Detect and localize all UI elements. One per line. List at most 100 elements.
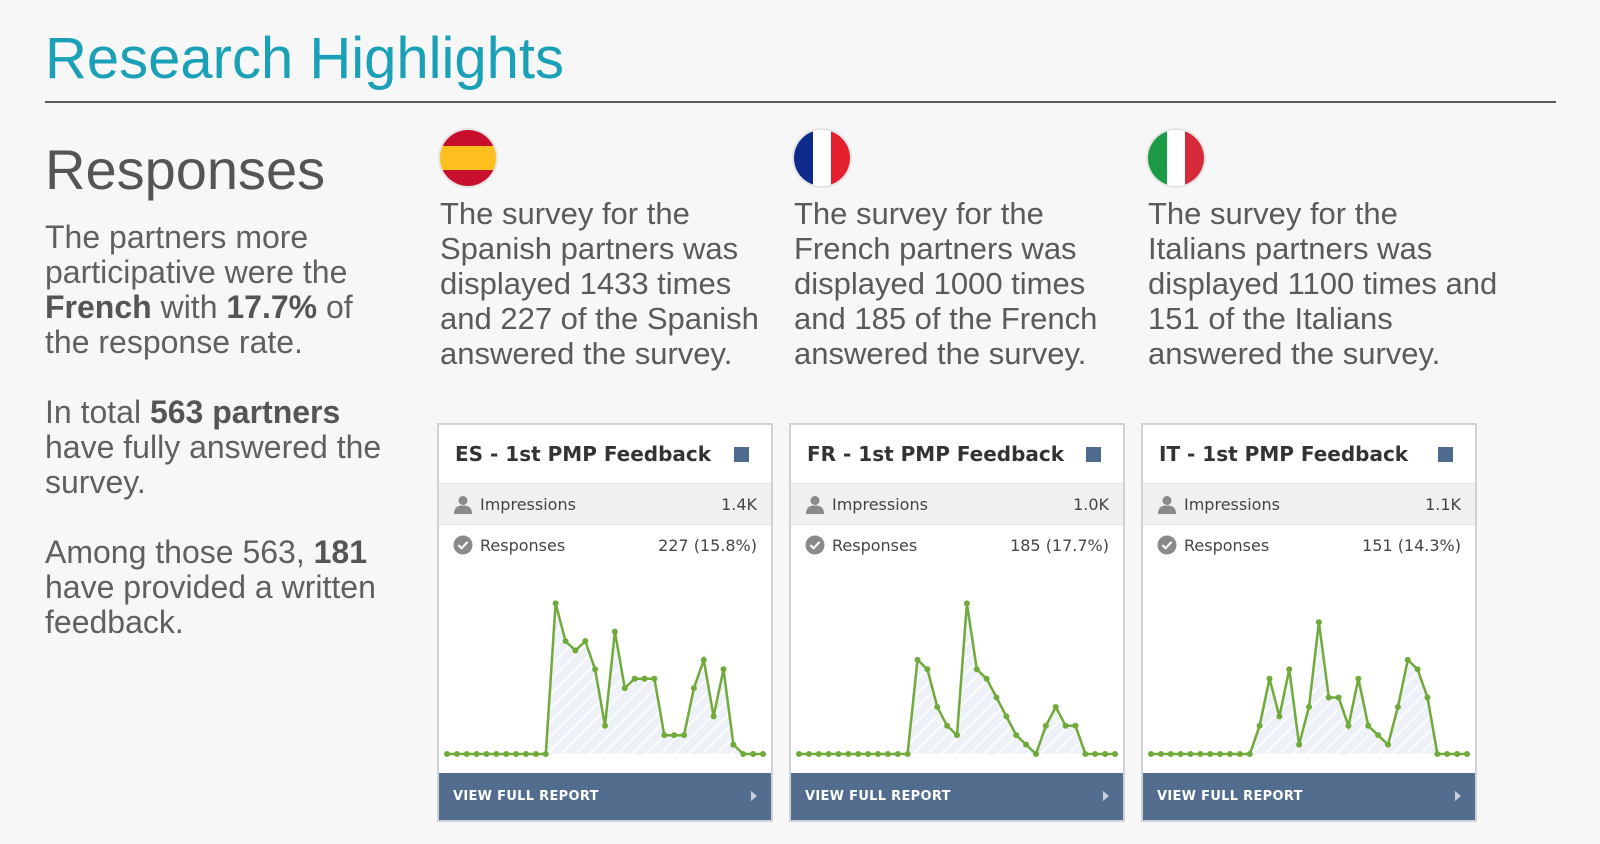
data-point [1464, 751, 1470, 757]
data-point [1227, 751, 1233, 757]
data-point [944, 722, 951, 729]
data-point [993, 694, 1000, 701]
feedback-card-es: ES - 1st PMP Feedback Impressions 1.4K R… [437, 423, 773, 822]
chevron-right-icon [1455, 791, 1461, 801]
data-point [835, 751, 842, 757]
data-point [796, 751, 802, 757]
impressions-value: 1.1K [1425, 495, 1461, 514]
data-point [1013, 732, 1020, 739]
data-point [934, 703, 941, 710]
data-point [592, 666, 599, 673]
data-point [671, 732, 678, 739]
data-point [1315, 619, 1322, 626]
user-icon [1158, 496, 1176, 514]
text-segment: Among those 563, [45, 534, 314, 570]
text-segment-bold: 17.7% [226, 289, 318, 325]
data-point [1385, 741, 1391, 748]
data-point [1266, 675, 1273, 682]
survey-description: The survey for the Spanish partners was … [440, 196, 759, 371]
france-flag-icon [794, 130, 850, 186]
data-point [1177, 751, 1184, 757]
data-point [1236, 751, 1243, 757]
data-point [651, 675, 658, 682]
data-point [1246, 751, 1253, 757]
data-point [453, 751, 460, 757]
data-point [875, 751, 881, 757]
responses-chart [1143, 564, 1475, 771]
feedback-card-fr: FR - 1st PMP Feedback Impressions 1.0K R… [789, 423, 1125, 822]
text-segment: have fully answered the survey. [45, 429, 382, 500]
responses-row: Responses 151 (14.3%) [1143, 524, 1475, 565]
data-point [845, 751, 852, 757]
impressions-value: 1.0K [1073, 495, 1109, 514]
view-full-report-label: VIEW FULL REPORT [805, 789, 951, 804]
page-title: Research Highlights [45, 26, 565, 91]
survey-column-es: The survey for the Spanish partners was … [440, 130, 790, 371]
data-point [805, 751, 812, 757]
user-icon [454, 496, 472, 514]
data-point [503, 751, 510, 757]
impressions-label: Impressions [1184, 495, 1280, 514]
italy-flag-icon [1148, 130, 1204, 186]
view-full-report-button[interactable]: VIEW FULL REPORT [791, 773, 1123, 820]
check-circle-icon [1157, 535, 1177, 555]
data-point [1414, 666, 1421, 673]
text-segment: of the response rate. [45, 289, 353, 360]
text-segment: The partners more participative were the [45, 219, 348, 290]
check-circle-icon [453, 535, 473, 555]
responses-label: Responses [832, 536, 918, 555]
text-segment-bold: 181 [313, 534, 368, 570]
card-title: IT - 1st PMP Feedback [1159, 442, 1409, 466]
data-point [641, 675, 648, 682]
data-point [1003, 713, 1010, 720]
responses-chart [791, 564, 1123, 771]
data-point [1286, 666, 1293, 673]
data-point [582, 638, 589, 645]
view-full-report-label: VIEW FULL REPORT [1157, 789, 1303, 804]
card-header: FR - 1st PMP Feedback [791, 425, 1123, 483]
data-point [1454, 751, 1461, 757]
data-point [954, 732, 960, 739]
data-point [1345, 722, 1352, 729]
card-title: FR - 1st PMP Feedback [807, 442, 1065, 466]
responses-summary: Responses The partners more participativ… [45, 142, 405, 640]
area-chart-svg [1148, 619, 1470, 757]
data-point [621, 685, 628, 692]
summary-paragraph-1: The partners more participative were the… [45, 220, 405, 360]
data-point [1296, 741, 1303, 748]
data-point [523, 751, 529, 757]
data-point [1276, 713, 1283, 720]
data-point [1404, 656, 1411, 663]
data-point [463, 751, 470, 757]
data-point [750, 751, 757, 757]
data-point [1197, 751, 1204, 757]
data-point [483, 751, 490, 757]
data-point [1325, 694, 1332, 701]
view-full-report-button[interactable]: VIEW FULL REPORT [1143, 773, 1475, 820]
responses-value: 151 (14.3%) [1362, 536, 1461, 555]
text-segment-bold: French [45, 289, 152, 325]
data-point [865, 751, 872, 757]
survey-column-it: The survey for the Italians partners was… [1148, 130, 1498, 371]
card-menu-icon[interactable] [1086, 447, 1101, 462]
card-menu-icon[interactable] [734, 447, 749, 462]
data-point [611, 628, 618, 635]
responses-chart [439, 564, 771, 771]
impressions-row: Impressions 1.0K [791, 483, 1123, 524]
data-point [1187, 751, 1194, 757]
data-point [1217, 751, 1224, 757]
summary-heading: Responses [45, 138, 326, 201]
data-point [602, 722, 608, 729]
card-title: ES - 1st PMP Feedback [455, 442, 712, 466]
data-point [661, 732, 668, 739]
data-point [710, 713, 717, 720]
data-point [1365, 722, 1372, 729]
data-point [1207, 751, 1214, 757]
text-segment: with [151, 289, 227, 325]
view-full-report-button[interactable]: VIEW FULL REPORT [439, 773, 771, 820]
card-menu-icon[interactable] [1438, 447, 1453, 462]
data-point [963, 600, 970, 607]
data-point [1102, 751, 1109, 757]
data-point [1256, 722, 1263, 729]
data-point [1033, 751, 1039, 757]
